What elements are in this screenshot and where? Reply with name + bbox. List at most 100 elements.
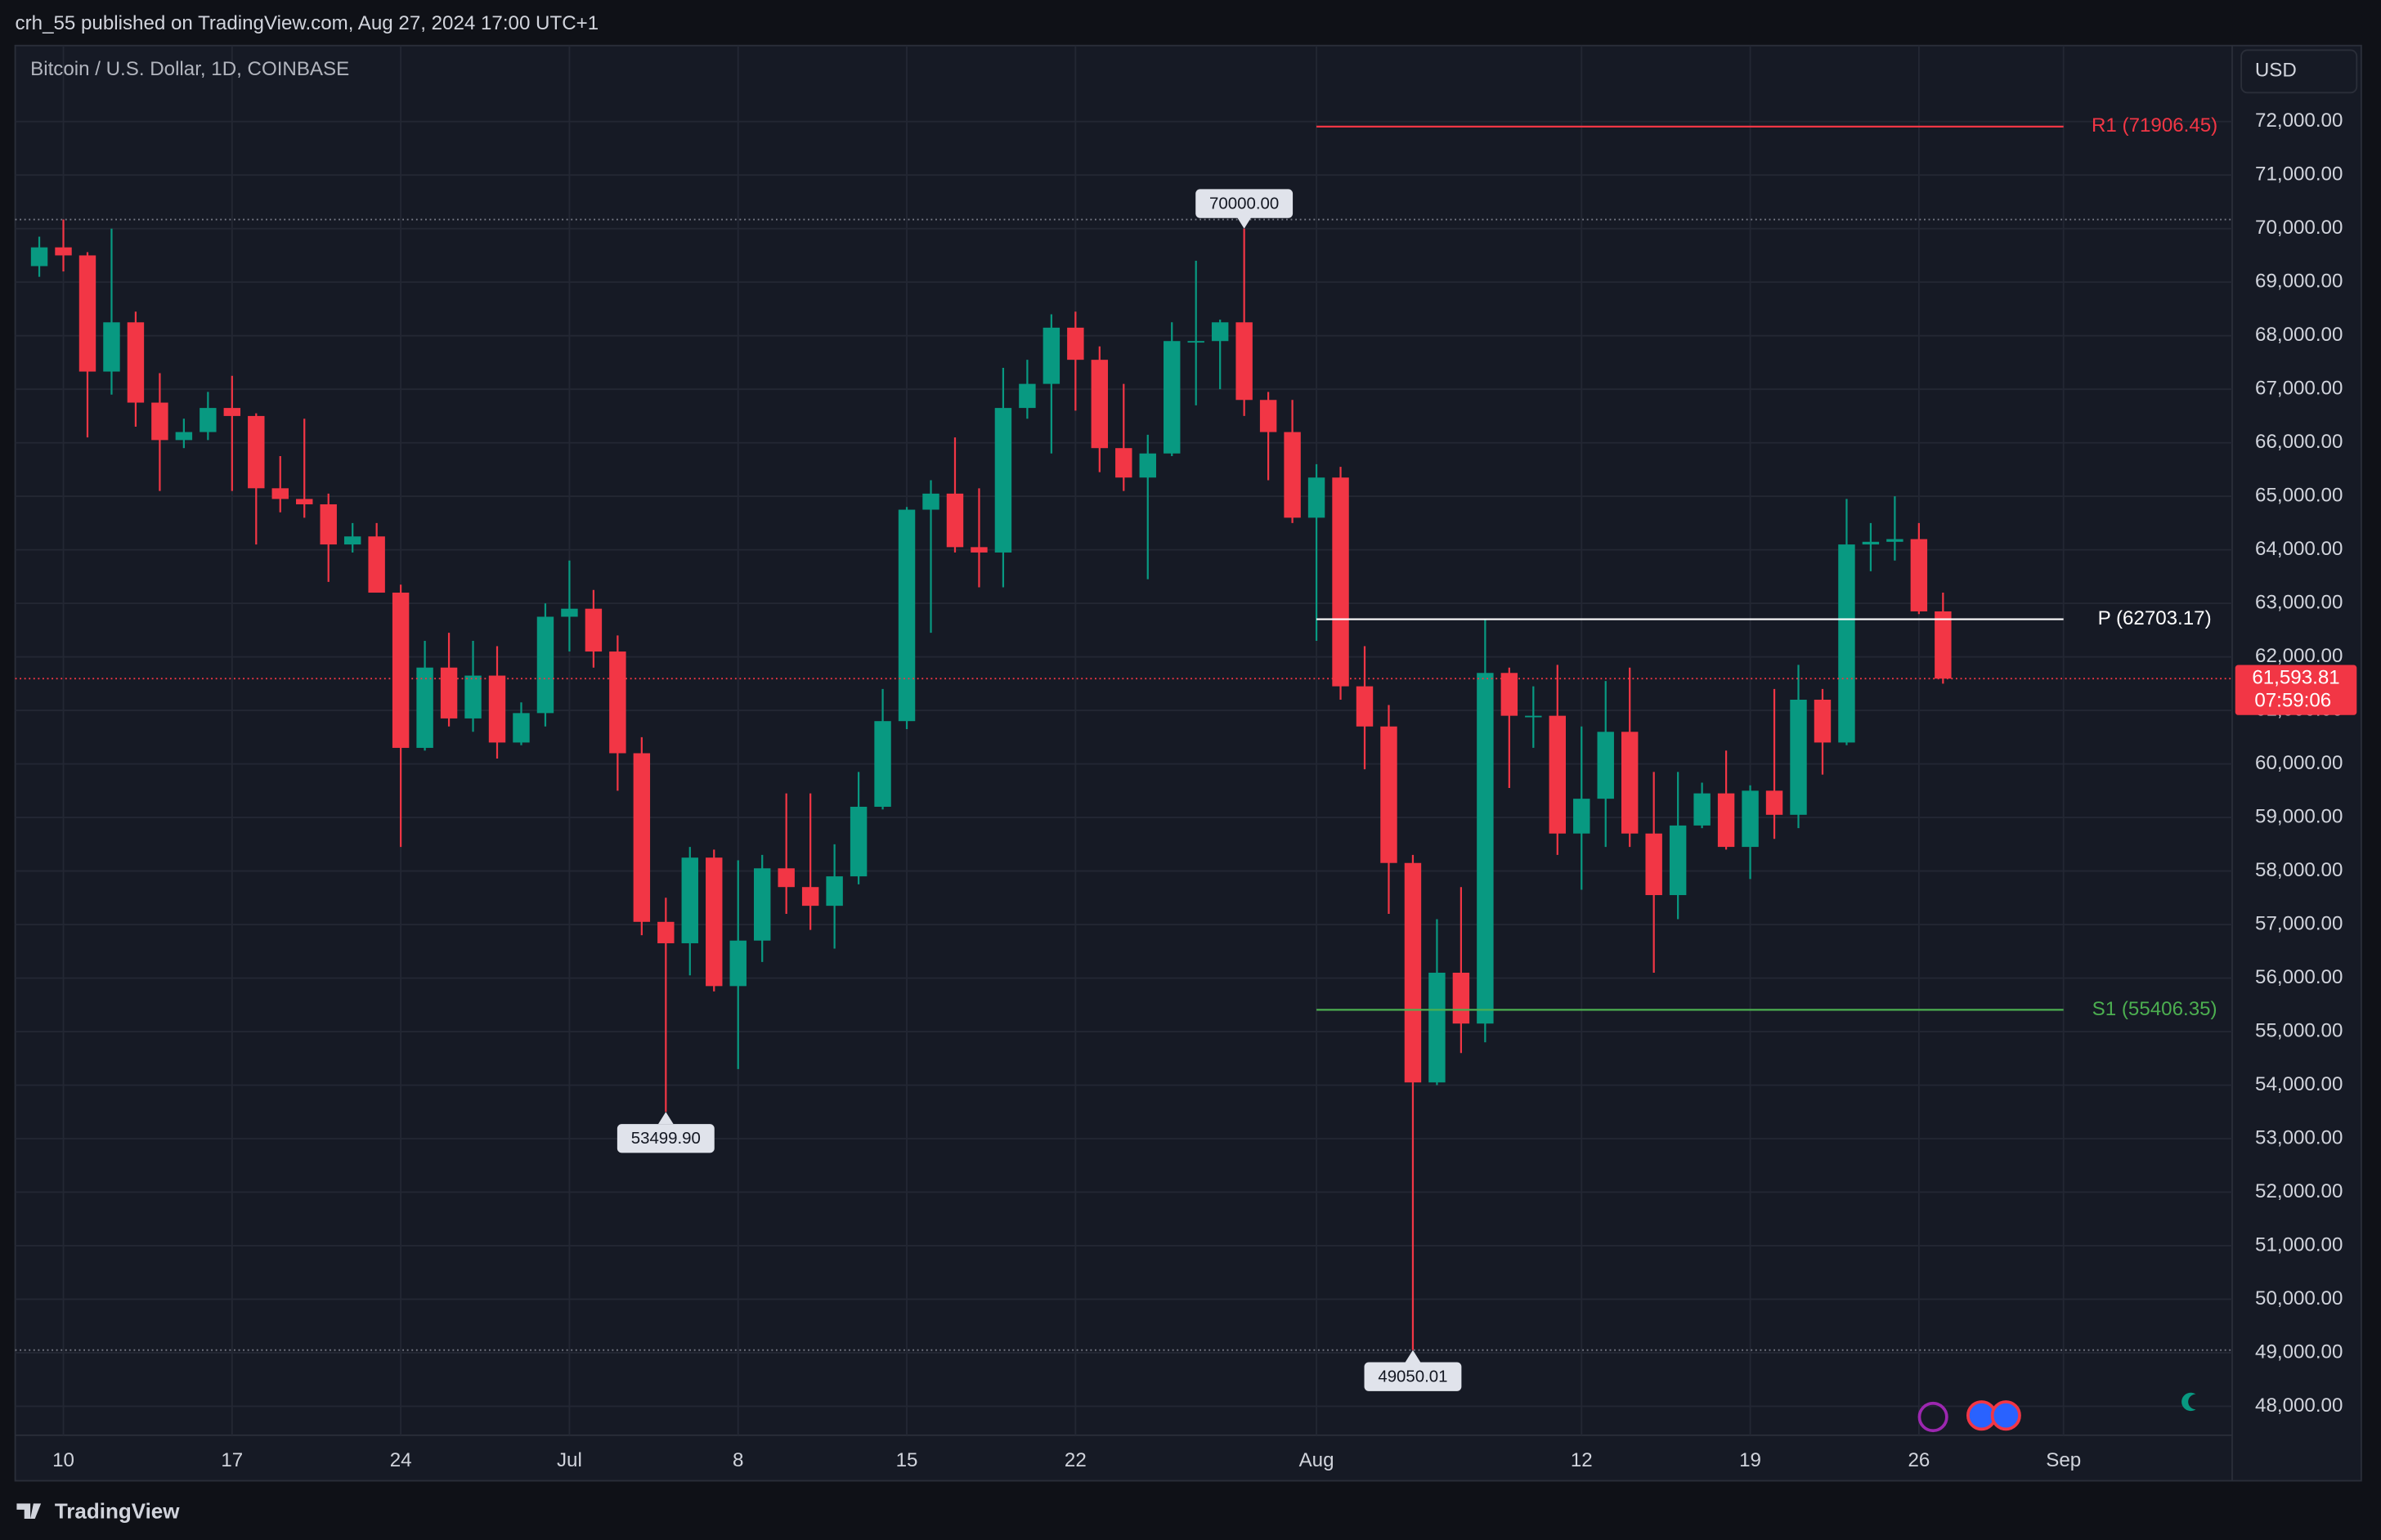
candle-body xyxy=(971,547,988,553)
x-tick-label: Jul xyxy=(557,1449,582,1471)
candle-body xyxy=(464,675,482,719)
event-icons xyxy=(1917,1392,2196,1433)
candle-body xyxy=(488,675,506,743)
candle-body xyxy=(392,593,410,748)
candle-body xyxy=(1139,453,1156,478)
candle-body xyxy=(946,493,964,548)
candle-body xyxy=(103,322,120,372)
x-tick-label: 22 xyxy=(1065,1449,1087,1471)
candle-body xyxy=(1043,327,1060,384)
session-icon xyxy=(2181,1392,2196,1412)
candle-body xyxy=(1717,793,1735,848)
y-tick-label: 69,000.00 xyxy=(2255,271,2343,293)
candle-body xyxy=(1067,327,1084,360)
candle-body xyxy=(874,721,891,807)
x-tick-label: 17 xyxy=(221,1449,243,1471)
y-tick-label: 62,000.00 xyxy=(2255,645,2343,667)
candle-body xyxy=(1549,715,1566,834)
y-tick-label: 48,000.00 xyxy=(2255,1395,2343,1417)
candle-body xyxy=(78,255,96,372)
candle-body xyxy=(898,509,916,722)
y-tick-label: 56,000.00 xyxy=(2255,966,2343,988)
candle-body xyxy=(1910,539,1928,611)
brand-logo: TradingView xyxy=(16,1498,180,1523)
candle-body xyxy=(248,415,265,489)
annotation-box xyxy=(1195,189,1294,218)
y-tick-label: 53,000.00 xyxy=(2255,1126,2343,1148)
candle-body xyxy=(1404,862,1422,1083)
candle-body xyxy=(30,247,48,266)
candle-body xyxy=(706,857,723,987)
candle-body xyxy=(681,857,699,943)
last-price-label: 61,593.81 xyxy=(2252,667,2339,689)
candle-body xyxy=(609,651,626,754)
candle-body xyxy=(753,868,771,941)
candle-body xyxy=(826,876,843,907)
currency-button[interactable] xyxy=(2240,49,2358,94)
candle-body xyxy=(1019,383,1036,409)
candle-body xyxy=(1693,793,1711,826)
y-tick-label: 63,000.00 xyxy=(2255,591,2343,613)
x-tick-label: 26 xyxy=(1908,1449,1930,1471)
pivot-label: S1 (55406.35) xyxy=(2092,998,2217,1020)
candle-body xyxy=(513,713,530,743)
candle-body xyxy=(1500,673,1518,716)
x-tick-label: 19 xyxy=(1739,1449,1761,1471)
x-tick-label: 24 xyxy=(390,1449,412,1471)
y-tick-label: 51,000.00 xyxy=(2255,1233,2343,1256)
pivot-label: R1 (71906.45) xyxy=(2092,114,2217,137)
candle-body xyxy=(922,493,939,510)
candle-body xyxy=(343,536,361,545)
annotation-label: 49050.01 xyxy=(1378,1368,1447,1386)
candle-body xyxy=(1428,972,1446,1083)
candle-body xyxy=(127,322,145,403)
candle-body xyxy=(561,608,578,617)
published-note: crh_55 published on TradingView.com, Aug… xyxy=(16,12,599,34)
candle-body xyxy=(1645,833,1662,896)
y-tick-label: 67,000.00 xyxy=(2255,378,2343,400)
candle-body xyxy=(368,536,385,593)
annotation-box xyxy=(617,1124,715,1153)
y-tick-label: 59,000.00 xyxy=(2255,805,2343,827)
candle-body xyxy=(1452,972,1470,1024)
last-price-box xyxy=(2235,665,2357,715)
panel xyxy=(14,44,2362,1482)
y-tick-label: 72,000.00 xyxy=(2255,110,2343,132)
candle-body xyxy=(1862,541,1880,545)
candle-body xyxy=(1597,732,1614,799)
currency-label[interactable]: USD xyxy=(2255,60,2297,82)
annotation-pointer xyxy=(1236,216,1252,229)
logo-mark xyxy=(16,1503,42,1519)
candle-body xyxy=(1621,732,1639,834)
candle-body xyxy=(1935,611,1952,679)
candle-body xyxy=(55,247,72,256)
y-tick-label: 66,000.00 xyxy=(2255,431,2343,453)
x-tick-label: Sep xyxy=(2046,1449,2081,1471)
y-tick-label: 52,000.00 xyxy=(2255,1180,2343,1202)
y-tick-label: 70,000.00 xyxy=(2255,217,2343,239)
y-tick-label: 57,000.00 xyxy=(2255,912,2343,934)
annotation-box xyxy=(1364,1362,1462,1391)
candle-body xyxy=(1790,699,1807,815)
candle-body xyxy=(271,488,289,499)
candle-body xyxy=(1765,790,1783,815)
candle-body xyxy=(1284,432,1301,518)
brand-name: TradingView xyxy=(55,1498,180,1523)
y-tick-label: 68,000.00 xyxy=(2255,324,2343,346)
candle-body xyxy=(1669,825,1687,896)
y-tick-label: 65,000.00 xyxy=(2255,485,2343,507)
x-tick-label: Aug xyxy=(1299,1449,1334,1471)
annotation-pointer xyxy=(1405,1350,1421,1363)
candle-body xyxy=(1091,360,1109,449)
y-tick-label: 64,000.00 xyxy=(2255,538,2343,560)
plot xyxy=(15,45,2232,1435)
x-tick-label: 12 xyxy=(1571,1449,1593,1471)
candle-body xyxy=(1187,341,1204,343)
symbol-title: Bitcoin / U.S. Dollar, 1D, COINBASE xyxy=(30,58,349,80)
candle-body xyxy=(1525,715,1542,718)
candle-body xyxy=(1115,448,1132,478)
y-tick-label: 55,000.00 xyxy=(2255,1019,2343,1041)
x-tick-label: 10 xyxy=(52,1449,74,1471)
candle-body xyxy=(585,608,603,652)
